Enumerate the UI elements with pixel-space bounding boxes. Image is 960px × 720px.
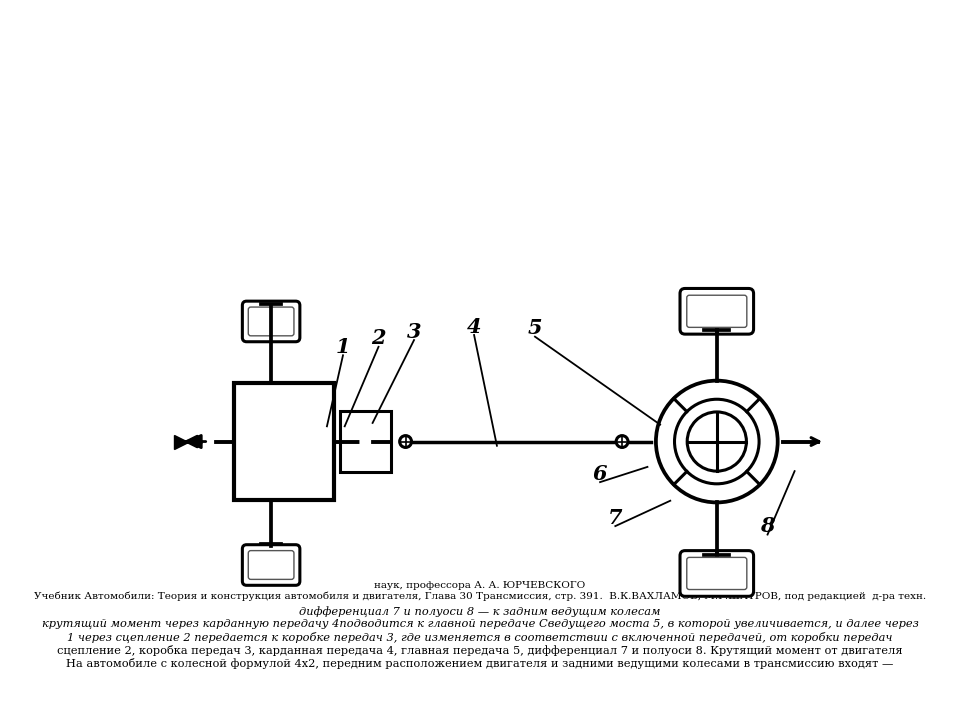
- Text: 5: 5: [528, 318, 542, 338]
- Text: 3: 3: [407, 322, 421, 341]
- Text: дифференциал 7 и полуоси 8 — к задним ведущим колесам: дифференциал 7 и полуоси 8 — к задним ве…: [300, 606, 660, 616]
- Text: сцепление 2, коробка передач 3, карданная передача 4, главная передача 5, диффер: сцепление 2, коробка передач 3, карданна…: [58, 645, 902, 656]
- Text: Учебник Автомобили: Теория и конструкция автомобиля и двигателя, Глава 30 Трансм: Учебник Автомобили: Теория и конструкция…: [34, 592, 926, 601]
- Circle shape: [399, 436, 412, 447]
- Text: 1 через сцепление 2 передается к коробке передач 3, где изменяется в соответстви: 1 через сцепление 2 передается к коробке…: [67, 632, 893, 643]
- FancyBboxPatch shape: [680, 289, 754, 334]
- Text: 2: 2: [372, 328, 386, 348]
- Text: наук, профессора А. А. ЮРЧЕВСКОГО: наук, профессора А. А. ЮРЧЕВСКОГО: [374, 580, 586, 590]
- Text: 7: 7: [608, 508, 623, 528]
- Circle shape: [616, 436, 628, 447]
- Text: крутящий момент через карданную передачу 4подводится к главной передаче Сведущег: крутящий момент через карданную передачу…: [41, 618, 919, 629]
- FancyBboxPatch shape: [242, 301, 300, 342]
- Text: 4: 4: [467, 317, 481, 336]
- FancyBboxPatch shape: [686, 557, 747, 590]
- FancyBboxPatch shape: [249, 307, 294, 336]
- Text: 6: 6: [593, 464, 608, 484]
- Text: 1: 1: [336, 337, 350, 357]
- Text: 8: 8: [760, 516, 775, 536]
- Circle shape: [675, 400, 759, 484]
- Circle shape: [656, 381, 778, 503]
- Text: На автомобиле с колесной формулой 4х2, передним расположением двигателя и задним: На автомобиле с колесной формулой 4х2, п…: [66, 658, 894, 669]
- Circle shape: [687, 412, 746, 471]
- FancyBboxPatch shape: [680, 551, 754, 596]
- FancyBboxPatch shape: [242, 545, 300, 585]
- Bar: [341, 411, 392, 472]
- FancyBboxPatch shape: [686, 295, 747, 328]
- FancyBboxPatch shape: [249, 551, 294, 580]
- Bar: [234, 383, 334, 500]
